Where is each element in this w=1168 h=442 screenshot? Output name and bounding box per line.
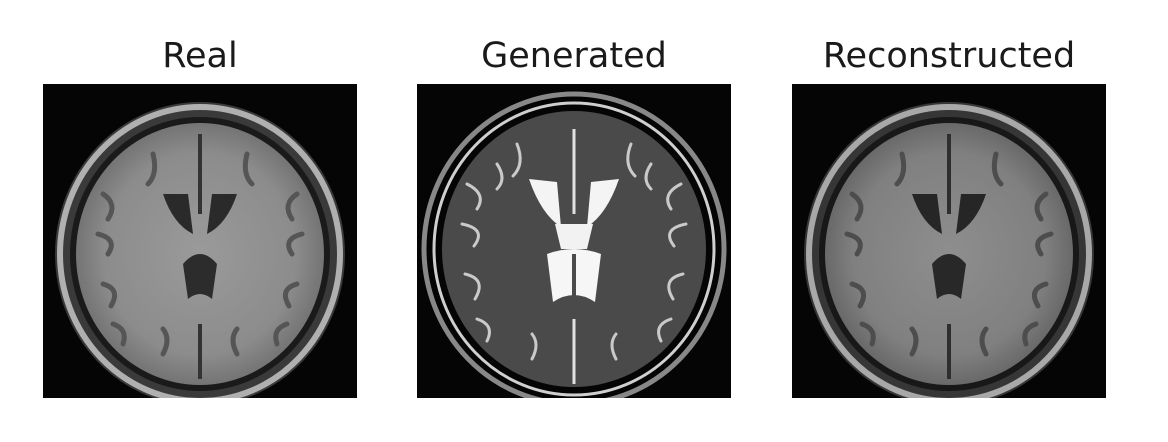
panel-title-generated: Generated	[481, 36, 667, 76]
panel-title-reconstructed: Reconstructed	[822, 36, 1076, 76]
panel-title-real: Real	[162, 36, 238, 76]
reconstructed-brain-image	[792, 84, 1106, 398]
real-brain-image	[43, 84, 357, 398]
generated-brain-image	[417, 84, 731, 398]
